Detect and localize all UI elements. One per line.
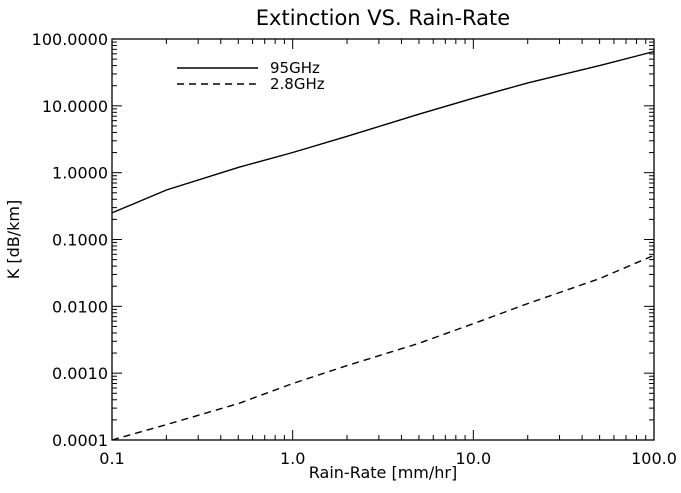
plot-frame [111, 38, 655, 441]
series-line-0 [111, 50, 655, 214]
legend-label-1: 2.8GHz [270, 75, 325, 93]
legend-label-0: 95GHz [270, 59, 320, 77]
x-axis: 0.1 1.0 10.0 100.0 [99, 39, 677, 468]
chart-title: Extinction VS. Rain-Rate [256, 6, 510, 30]
x-tick-label: 1.0 [280, 449, 305, 468]
series-group [111, 50, 655, 441]
y-tick-label: 1.0000 [52, 164, 108, 183]
x-axis-label: Rain-Rate [mm/hr] [309, 463, 457, 482]
y-tick-label: 10.0000 [42, 97, 108, 116]
y-tick-label: 0.0010 [52, 364, 108, 383]
series-line-1 [111, 254, 655, 441]
y-axis-label: K [dB/km] [4, 200, 23, 279]
y-tick-label: 0.0100 [52, 297, 108, 316]
x-tick-label: 100.0 [631, 449, 677, 468]
y-tick-label: 100.0000 [32, 30, 108, 49]
x-tick-label: 10.0 [456, 449, 492, 468]
x-tick-label: 0.1 [99, 449, 124, 468]
y-axis: 0.0001 0.0010 0.0100 0.1000 1.0000 10.0000 100… [32, 30, 654, 450]
y-tick-label: 0.0001 [52, 431, 108, 450]
y-tick-label: 0.1000 [52, 231, 108, 250]
